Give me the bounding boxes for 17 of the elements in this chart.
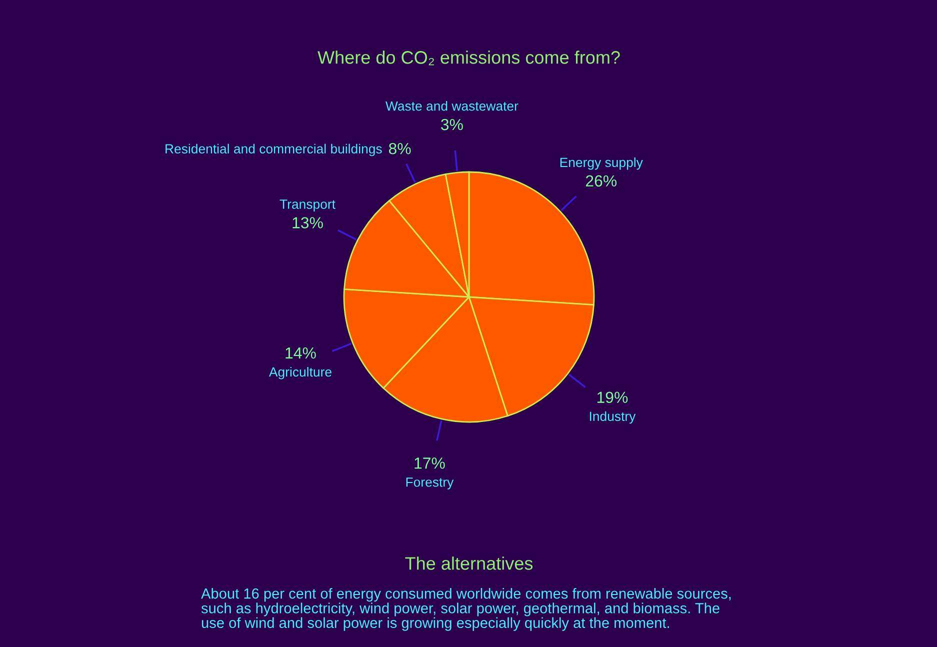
chart-title: Where do CO₂ emissions come from? (318, 50, 620, 66)
slice-label: Forestry (406, 478, 454, 490)
slice-label: Waste and wastewater (386, 101, 518, 111)
data-label: 26% (586, 175, 617, 187)
data-label: 3% (441, 118, 463, 130)
slice-label: Residential and commercial buildings (166, 144, 382, 156)
data-label: 17% (414, 458, 445, 469)
data-label: 19% (597, 392, 628, 403)
text: About 16 per cent of energy consumed worldwide comes from renewable sources, such as hydroelectricity, wind power, solar power, geothermal, and biomass. The use of wind and solar power is growing especially quickly at the moment. (201, 588, 731, 631)
data-label: 8% (388, 142, 411, 154)
data-label: 13% (292, 217, 323, 228)
text: The alternatives (405, 556, 533, 570)
slice-label: Agriculture (268, 366, 332, 380)
slice-label: Transport (280, 200, 336, 212)
slice-label: Industry (590, 411, 636, 424)
data-label: 14% (286, 347, 316, 359)
slice-label: Energy supply (560, 157, 643, 170)
